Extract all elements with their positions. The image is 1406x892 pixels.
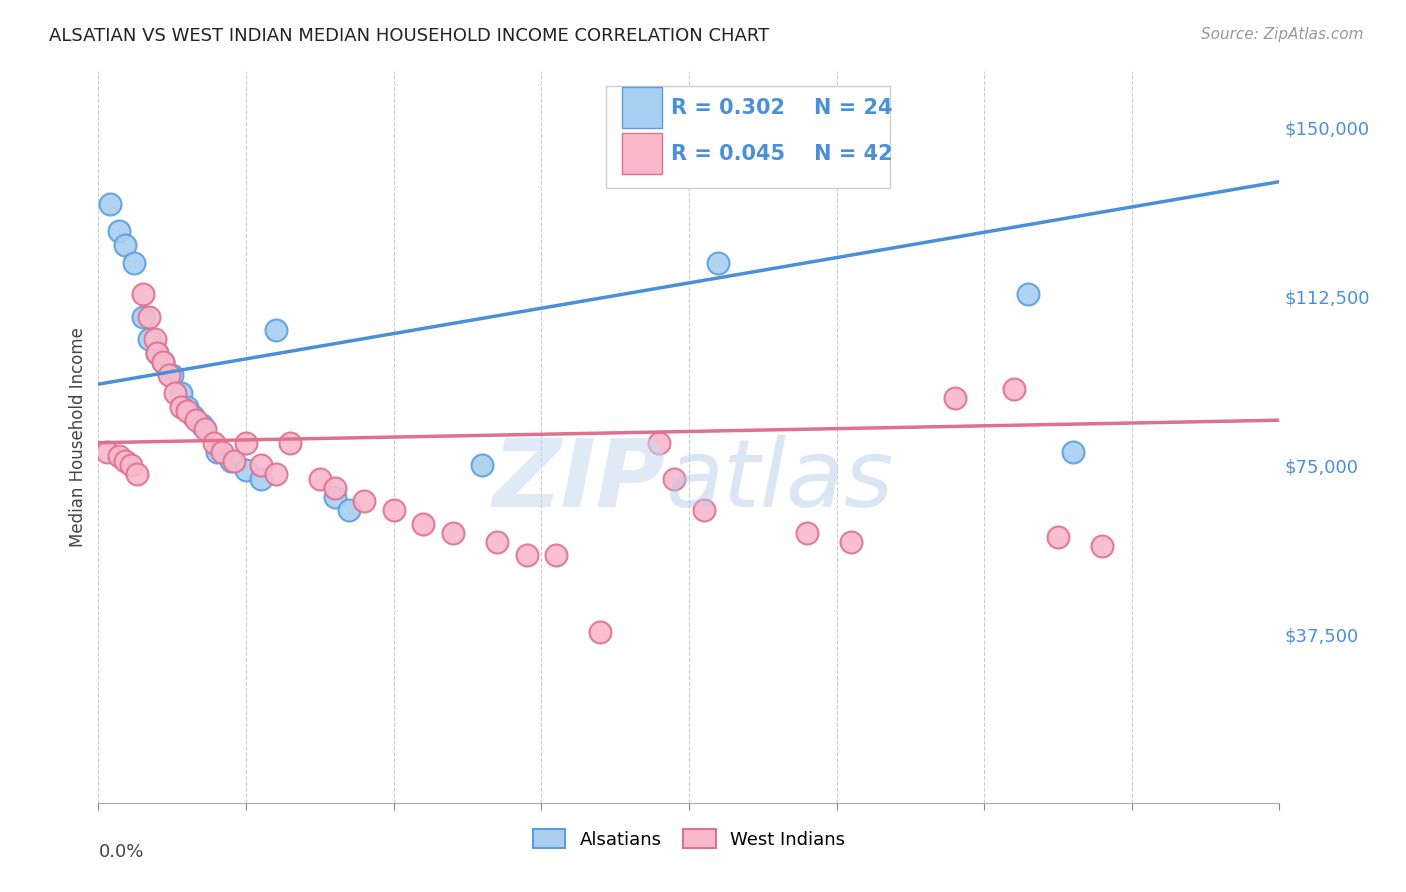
Point	[132, 310, 155, 324]
Point	[280, 435, 302, 450]
Point	[202, 435, 225, 450]
Point	[1091, 539, 1114, 553]
Point	[181, 409, 204, 423]
Point	[157, 368, 180, 383]
Point	[152, 354, 174, 368]
Point	[546, 548, 568, 562]
FancyBboxPatch shape	[621, 133, 662, 174]
Point	[693, 503, 716, 517]
Point	[146, 345, 169, 359]
Point	[412, 516, 434, 531]
Point	[353, 494, 375, 508]
Point	[323, 490, 346, 504]
Point	[250, 458, 273, 473]
Point	[648, 435, 671, 450]
Point	[221, 453, 243, 467]
Point	[138, 310, 160, 324]
Point	[152, 354, 174, 368]
Point	[250, 472, 273, 486]
Point	[664, 472, 686, 486]
Point	[1062, 444, 1084, 458]
Point	[471, 458, 494, 473]
Point	[176, 400, 198, 414]
Point	[146, 345, 169, 359]
Point	[132, 287, 155, 301]
Point	[170, 400, 193, 414]
Text: R = 0.302    N = 24: R = 0.302 N = 24	[671, 98, 893, 118]
Point	[184, 413, 207, 427]
Point	[176, 404, 198, 418]
Point	[96, 444, 118, 458]
Point	[235, 463, 257, 477]
Point	[138, 332, 160, 346]
Legend: Alsatians, West Indians: Alsatians, West Indians	[526, 822, 852, 856]
Point	[1046, 530, 1070, 544]
Text: ZIP: ZIP	[492, 435, 665, 527]
Y-axis label: Median Household Income: Median Household Income	[69, 327, 87, 547]
Point	[382, 503, 405, 517]
Point	[165, 386, 187, 401]
Point	[114, 453, 136, 467]
Point	[162, 368, 183, 383]
Point	[235, 435, 257, 450]
Point	[796, 525, 818, 540]
Point	[486, 534, 509, 549]
Text: ALSATIAN VS WEST INDIAN MEDIAN HOUSEHOLD INCOME CORRELATION CHART: ALSATIAN VS WEST INDIAN MEDIAN HOUSEHOLD…	[49, 27, 769, 45]
Point	[108, 224, 131, 238]
Text: 0.0%: 0.0%	[98, 843, 143, 861]
Text: R = 0.045    N = 42: R = 0.045 N = 42	[671, 144, 893, 163]
Point	[943, 391, 966, 405]
Point	[170, 386, 193, 401]
Point	[323, 481, 346, 495]
Text: Source: ZipAtlas.com: Source: ZipAtlas.com	[1201, 27, 1364, 42]
Point	[122, 255, 145, 269]
Point	[191, 417, 214, 432]
Point	[841, 534, 863, 549]
Point	[309, 472, 332, 486]
Point	[441, 525, 464, 540]
Point	[1002, 382, 1025, 396]
FancyBboxPatch shape	[621, 87, 662, 128]
Point	[224, 453, 246, 467]
Point	[120, 458, 142, 473]
Point	[707, 255, 730, 269]
Point	[125, 467, 148, 482]
Point	[211, 444, 233, 458]
Point	[339, 503, 361, 517]
Point	[516, 548, 538, 562]
Point	[98, 197, 121, 211]
Point	[205, 444, 228, 458]
Point	[264, 323, 287, 337]
Point	[114, 237, 136, 252]
Text: atlas: atlas	[665, 435, 894, 526]
Point	[589, 624, 612, 639]
Point	[108, 449, 131, 463]
FancyBboxPatch shape	[606, 86, 890, 188]
Point	[264, 467, 287, 482]
Point	[1018, 287, 1040, 301]
Point	[194, 422, 217, 436]
Point	[143, 332, 166, 346]
